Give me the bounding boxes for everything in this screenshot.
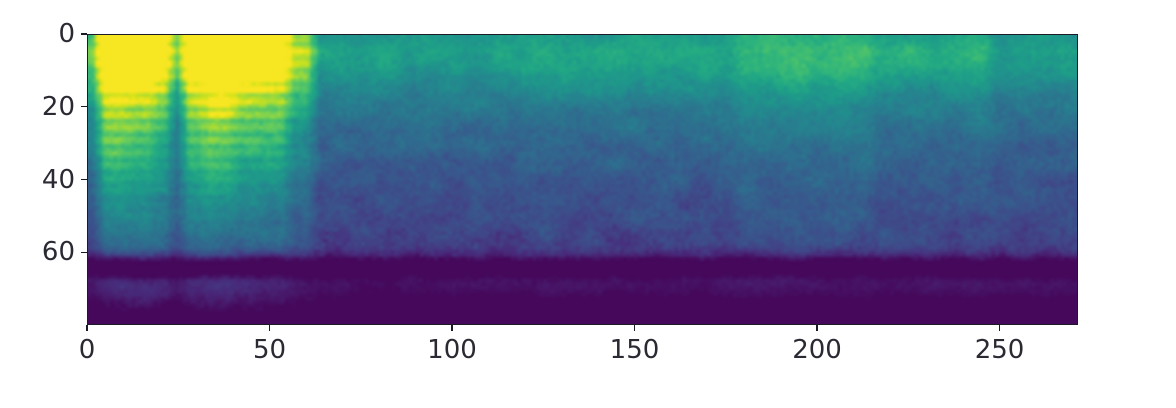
x-tick-label: 150 <box>609 335 660 365</box>
x-tick-label: 250 <box>974 335 1025 365</box>
y-tick-mark <box>81 178 87 181</box>
x-tick-mark <box>268 325 271 331</box>
x-tick-mark <box>633 325 636 331</box>
x-tick-label: 0 <box>78 335 96 365</box>
x-tick-label: 100 <box>427 335 477 365</box>
spectrogram-axes <box>87 34 1078 325</box>
y-tick-mark <box>81 106 87 108</box>
y-tick-label: 60 <box>41 237 75 268</box>
y-tick-label: 40 <box>41 164 75 195</box>
x-tick-mark <box>451 325 453 331</box>
y-tick-label: 20 <box>41 91 75 122</box>
y-tick-label: 0 <box>58 19 75 49</box>
x-tick-label: 200 <box>792 335 842 365</box>
x-tick-label: 50 <box>252 335 287 365</box>
y-tick-mark <box>81 251 87 253</box>
mel-spectrogram-image <box>88 35 1077 324</box>
y-tick-mark <box>81 33 87 35</box>
x-tick-mark <box>998 325 1001 331</box>
x-tick-mark <box>86 325 88 331</box>
x-tick-mark <box>816 325 818 331</box>
